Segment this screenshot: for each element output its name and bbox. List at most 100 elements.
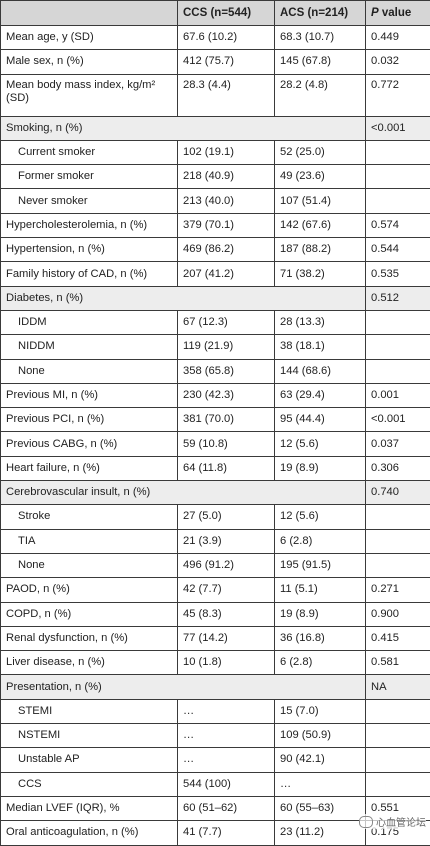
row-label: Presentation, n (%) (1, 675, 366, 699)
row-acs-value: … (275, 772, 366, 796)
row-p-value (366, 553, 430, 577)
row-label: Previous MI, n (%) (1, 383, 178, 407)
row-label: Oral anticoagulation, n (%) (1, 821, 178, 845)
row-p-value: 0.535 (366, 262, 430, 286)
row-ccs-value: 496 (91.2) (178, 553, 275, 577)
row-label: Smoking, n (%) (1, 116, 366, 140)
table-row: Mean body mass index, kg/m² (SD)28.3 (4.… (1, 74, 430, 116)
row-label: COPD, n (%) (1, 602, 178, 626)
table-row: Previous MI, n (%)230 (42.3)63 (29.4)0.0… (1, 383, 430, 407)
row-label: Mean age, y (SD) (1, 26, 178, 50)
row-p-value: 0.900 (366, 602, 430, 626)
row-ccs-value: 358 (65.8) (178, 359, 275, 383)
row-p-value: 0.449 (366, 26, 430, 50)
row-p-value: 0.037 (366, 432, 430, 456)
table-row: Smoking, n (%)<0.001 (1, 116, 430, 140)
row-acs-value: 11 (5.1) (275, 578, 366, 602)
table-row: Mean age, y (SD)67.6 (10.2)68.3 (10.7)0.… (1, 26, 430, 50)
row-acs-value: 90 (42.1) (275, 748, 366, 772)
row-label: TIA (1, 529, 178, 553)
row-label: Stroke (1, 505, 178, 529)
row-acs-value: 60 (55–63) (275, 796, 366, 820)
row-ccs-value: 10 (1.8) (178, 651, 275, 675)
row-acs-value: 145 (67.8) (275, 50, 366, 74)
row-label: STEMI (1, 699, 178, 723)
table-row: Previous PCI, n (%)381 (70.0)95 (44.4)<0… (1, 408, 430, 432)
row-p-value: <0.001 (366, 408, 430, 432)
table-row: Hypertension, n (%)469 (86.2)187 (88.2)0… (1, 238, 430, 262)
row-ccs-value: 67.6 (10.2) (178, 26, 275, 50)
row-label: Current smoker (1, 140, 178, 164)
table-row: Family history of CAD, n (%)207 (41.2)71… (1, 262, 430, 286)
table-row: Previous CABG, n (%)59 (10.8)12 (5.6)0.0… (1, 432, 430, 456)
row-acs-value: 15 (7.0) (275, 699, 366, 723)
row-label: Cerebrovascular insult, n (%) (1, 481, 366, 505)
watermark-text: 心血管论坛 (376, 814, 426, 829)
row-ccs-value: 60 (51–62) (178, 796, 275, 820)
header-p-suffix: value (379, 7, 412, 19)
row-acs-value: 107 (51.4) (275, 189, 366, 213)
table-row: COPD, n (%)45 (8.3)19 (8.9)0.900 (1, 602, 430, 626)
row-acs-value: 12 (5.6) (275, 505, 366, 529)
row-ccs-value: 412 (75.7) (178, 50, 275, 74)
row-acs-value: 187 (88.2) (275, 238, 366, 262)
row-acs-value: 142 (67.6) (275, 213, 366, 237)
row-label: Never smoker (1, 189, 178, 213)
row-p-value: 0.271 (366, 578, 430, 602)
row-acs-value: 71 (38.2) (275, 262, 366, 286)
row-ccs-value: 59 (10.8) (178, 432, 275, 456)
row-p-value: 0.001 (366, 383, 430, 407)
row-acs-value: 144 (68.6) (275, 359, 366, 383)
row-label: Renal dysfunction, n (%) (1, 626, 178, 650)
row-ccs-value: 213 (40.0) (178, 189, 275, 213)
row-p-value: 0.772 (366, 74, 430, 116)
row-acs-value: 68.3 (10.7) (275, 26, 366, 50)
table-body: Mean age, y (SD)67.6 (10.2)68.3 (10.7)0.… (1, 26, 430, 846)
header-ccs-column: CCS (n=544) (178, 1, 275, 26)
row-label: None (1, 359, 178, 383)
wechat-icon (359, 816, 373, 828)
row-p-value: 0.574 (366, 213, 430, 237)
row-label: NSTEMI (1, 724, 178, 748)
row-label: Heart failure, n (%) (1, 456, 178, 480)
row-acs-value: 28 (13.3) (275, 310, 366, 334)
row-acs-value: 52 (25.0) (275, 140, 366, 164)
row-label: Mean body mass index, kg/m² (SD) (1, 74, 178, 116)
row-ccs-value: 544 (100) (178, 772, 275, 796)
row-p-value (366, 772, 430, 796)
table-row: Presentation, n (%)NA (1, 675, 430, 699)
row-ccs-value: 119 (21.9) (178, 335, 275, 359)
header-p-letter: P (371, 7, 379, 19)
row-ccs-value: 67 (12.3) (178, 310, 275, 334)
row-p-value (366, 529, 430, 553)
table-header-row: CCS (n=544) ACS (n=214) P value (1, 1, 430, 26)
table-row: Cerebrovascular insult, n (%)0.740 (1, 481, 430, 505)
row-label: Median LVEF (IQR), % (1, 796, 178, 820)
row-p-value: 0.581 (366, 651, 430, 675)
row-ccs-value: 21 (3.9) (178, 529, 275, 553)
header-acs-column: ACS (n=214) (275, 1, 366, 26)
row-p-value (366, 724, 430, 748)
row-label: Diabetes, n (%) (1, 286, 366, 310)
table-row: STEMI…15 (7.0) (1, 699, 430, 723)
row-ccs-value: 230 (42.3) (178, 383, 275, 407)
row-p-value (366, 140, 430, 164)
row-ccs-value: 469 (86.2) (178, 238, 275, 262)
row-acs-value: 6 (2.8) (275, 529, 366, 553)
row-acs-value: 109 (50.9) (275, 724, 366, 748)
table-row: PAOD, n (%)42 (7.7)11 (5.1)0.271 (1, 578, 430, 602)
row-p-value: <0.001 (366, 116, 430, 140)
row-p-value (366, 310, 430, 334)
table-row: Liver disease, n (%)10 (1.8)6 (2.8)0.581 (1, 651, 430, 675)
row-label: Previous CABG, n (%) (1, 432, 178, 456)
row-ccs-value: 28.3 (4.4) (178, 74, 275, 116)
row-acs-value: 63 (29.4) (275, 383, 366, 407)
table-row: Unstable AP…90 (42.1) (1, 748, 430, 772)
header-label-column (1, 1, 178, 26)
header-p-value-column: P value (366, 1, 430, 26)
row-ccs-value: 77 (14.2) (178, 626, 275, 650)
